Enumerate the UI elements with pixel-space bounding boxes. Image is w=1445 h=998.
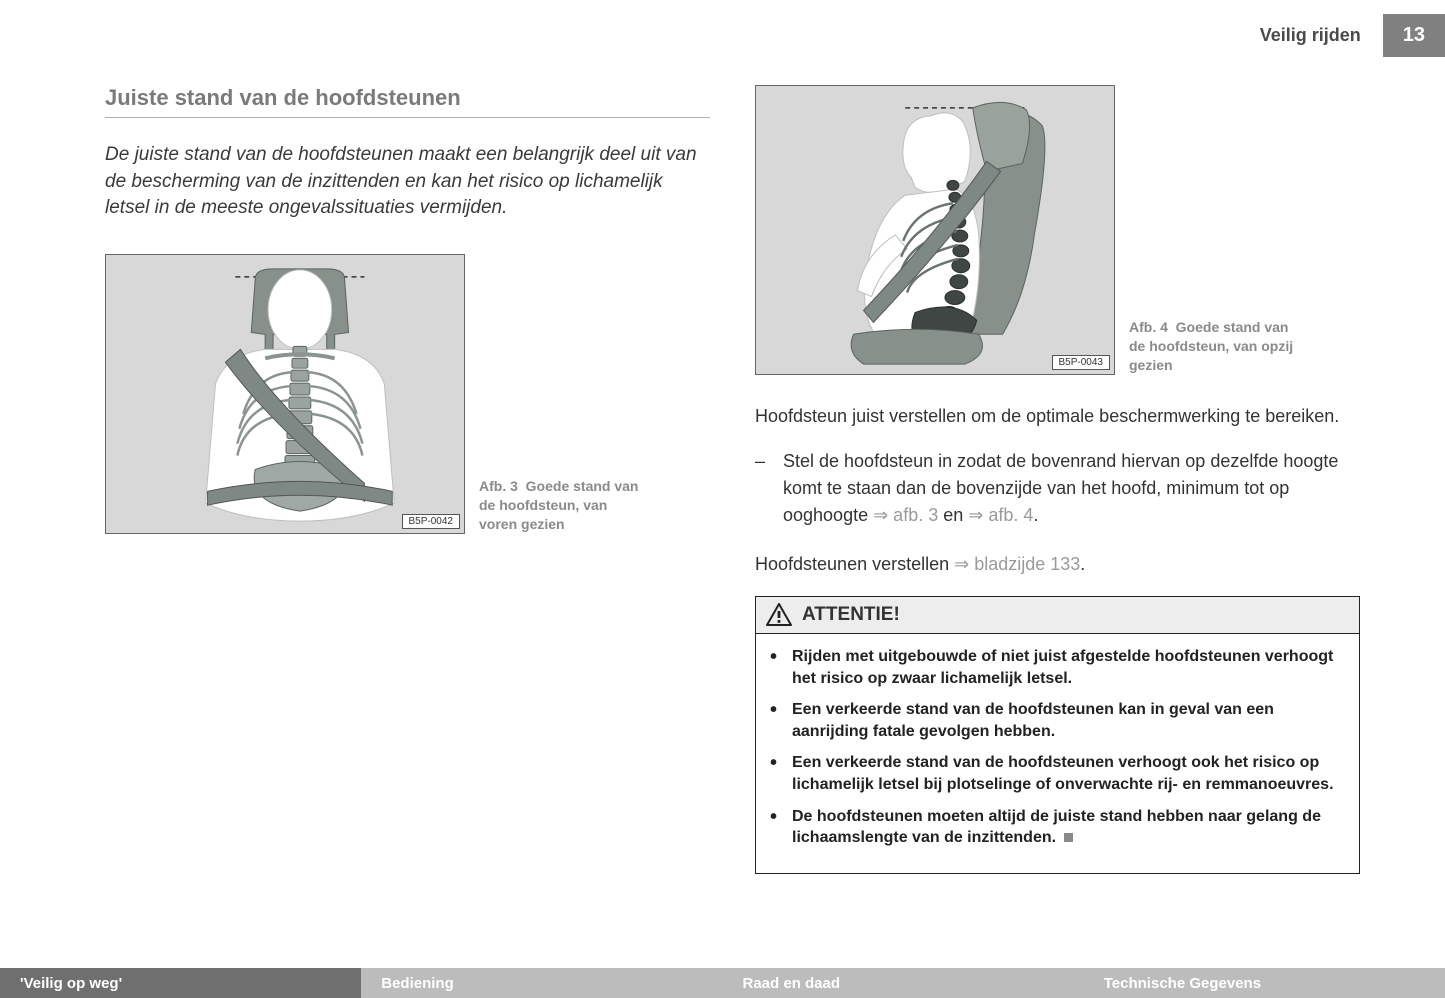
p2-ref: ⇒ bladzijde 133: [954, 554, 1080, 574]
chapter-title: Veilig rijden: [1260, 25, 1383, 46]
right-column: B5P-0043 Afb. 4 Goede stand van de hoofd…: [755, 85, 1360, 874]
warning-header: ATTENTIE!: [756, 597, 1359, 634]
section-intro: De juiste stand van de hoofdsteunen maak…: [105, 142, 710, 222]
figure-3-illustration: [106, 255, 464, 533]
instruction-mid: en: [938, 505, 968, 525]
figure-3-label: Afb. 3: [479, 478, 518, 494]
footer-tabs: 'Veilig op weg' Bediening Raad en daad T…: [0, 968, 1445, 998]
figure-4-row: B5P-0043 Afb. 4 Goede stand van de hoofd…: [755, 85, 1360, 375]
instruction-ref-2: ⇒ afb. 4: [968, 505, 1033, 525]
page-header: Veilig rijden 13: [1260, 14, 1445, 57]
section-title: Juiste stand van de hoofdsteunen: [105, 85, 710, 118]
figure-3-caption: Afb. 3 Goede stand van de hoofdsteun, va…: [479, 477, 649, 534]
warning-item: Een verkeerde stand van de hoofdsteunen …: [770, 699, 1345, 742]
p2-end: .: [1080, 554, 1085, 574]
warning-title: ATTENTIE!: [802, 604, 900, 626]
body-paragraph-2: Hoofdsteunen verstellen ⇒ bladzijde 133.: [755, 551, 1360, 578]
figure-4-code: B5P-0043: [1052, 355, 1110, 370]
figure-4-caption: Afb. 4 Goede stand van de hoofdsteun, va…: [1129, 318, 1299, 375]
instruction-ref-1: ⇒ afb. 3: [873, 505, 938, 525]
figure-3-code: B5P-0042: [402, 514, 460, 529]
body-paragraph-1: Hoofdsteun juist verstellen om de optima…: [755, 403, 1360, 430]
figure-4-box: B5P-0043: [755, 85, 1115, 375]
warning-item: Een verkeerde stand van de hoofdsteunen …: [770, 752, 1345, 795]
warning-item: De hoofdsteunen moeten altijd de juiste …: [770, 806, 1345, 849]
page-content: Juiste stand van de hoofdsteunen De juis…: [105, 85, 1360, 874]
warning-body: Rijden met uitgebouwde of niet juist afg…: [756, 634, 1359, 873]
warning-triangle-icon: [766, 603, 792, 627]
footer-tab-bediening[interactable]: Bediening: [361, 968, 722, 998]
p2-pre: Hoofdsteunen verstellen: [755, 554, 954, 574]
instruction-item: Stel de hoofdsteun in zodat de bovenrand…: [755, 448, 1360, 529]
instruction-end: .: [1033, 505, 1038, 525]
warning-item: Rijden met uitgebouwde of niet juist afg…: [770, 646, 1345, 689]
left-column: Juiste stand van de hoofdsteunen De juis…: [105, 85, 710, 874]
figure-4-label: Afb. 4: [1129, 319, 1168, 335]
footer-tab-technische-gegevens[interactable]: Technische Gegevens: [1084, 968, 1445, 998]
end-marker-icon: [1064, 833, 1073, 842]
warning-box: ATTENTIE! Rijden met uitgebouwde of niet…: [755, 596, 1360, 874]
figure-4-illustration: [756, 86, 1114, 374]
instruction-list: Stel de hoofdsteun in zodat de bovenrand…: [755, 448, 1360, 529]
footer-tab-raad-en-daad[interactable]: Raad en daad: [723, 968, 1084, 998]
figure-3-row: B5P-0042 Afb. 3 Goede stand van de hoofd…: [105, 254, 710, 534]
footer-tab-veilig-op-weg[interactable]: 'Veilig op weg': [0, 968, 361, 998]
warning-item-text: De hoofdsteunen moeten altijd de juiste …: [792, 808, 1321, 847]
page-number: 13: [1383, 14, 1445, 57]
figure-3-box: B5P-0042: [105, 254, 465, 534]
instruction-text: Stel de hoofdsteun in zodat de bovenrand…: [783, 451, 1338, 525]
